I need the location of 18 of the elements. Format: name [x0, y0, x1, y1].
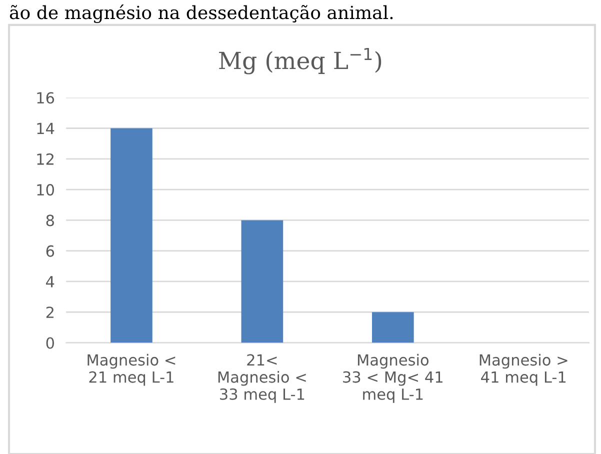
y-tick-label: 14 — [37, 122, 54, 134]
y-tick-label: 6 — [46, 245, 54, 257]
bar — [110, 128, 152, 343]
bar — [241, 220, 284, 343]
y-tick-label: 4 — [46, 276, 54, 288]
y-tick-label: 2 — [46, 306, 54, 318]
bar — [372, 312, 414, 343]
x-tick-label: 21< Magnesio < 33 meq L-1 — [218, 354, 306, 403]
y-tick-label: 12 — [37, 153, 54, 165]
x-tick-label: Magnesio 33 < Mg< 41 meq L-1 — [343, 354, 442, 403]
x-tick-label: Magnesio < 21 meq L-1 — [88, 354, 176, 386]
y-tick-label: 10 — [37, 184, 54, 196]
y-tick-label: 16 — [37, 92, 54, 104]
x-tick-label: Magnesio > 41 meq L-1 — [480, 354, 568, 386]
text: ão de magnésio na dessedentação animal. — [10, 4, 393, 23]
y-tick-label: 8 — [46, 214, 54, 226]
chart-title: Mg (meq L$^{−1}$) — [219, 48, 382, 74]
y-tick-label: 0 — [46, 337, 54, 349]
